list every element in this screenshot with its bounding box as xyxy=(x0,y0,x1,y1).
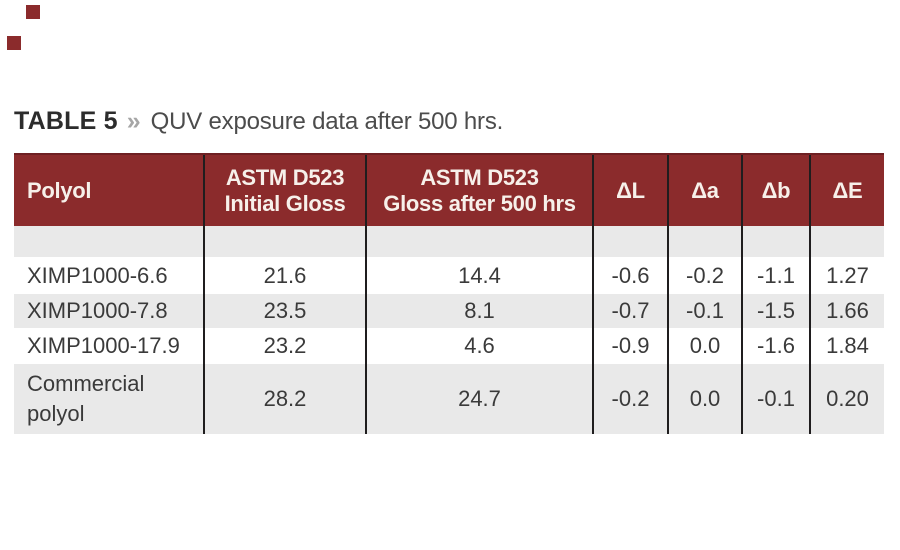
cell-delta-a: -0.2 xyxy=(667,257,742,294)
table-caption: TABLE 5 » QUV exposure data after 500 hr… xyxy=(14,107,503,136)
col-header-gloss-after-500: ASTM D523 Gloss after 500 hrs xyxy=(365,153,593,226)
table-row: XIMP1000-6.6 21.6 14.4 -0.6 -0.2 -1.1 1.… xyxy=(14,257,884,294)
cell-delta-a: 0.0 xyxy=(667,328,742,364)
col-header-delta-a: Δa xyxy=(667,153,742,226)
cell-polyol: XIMP1000-7.8 xyxy=(14,294,204,328)
cell-initial-gloss: 23.5 xyxy=(203,294,366,328)
double-chevron-icon: » xyxy=(126,107,141,135)
table-caption-text: QUV exposure data after 500 hrs. xyxy=(150,108,504,135)
quv-exposure-table: Polyol ASTM D523 Initial Gloss ASTM D523… xyxy=(14,153,884,434)
table-row: XIMP1000-17.9 23.2 4.6 -0.9 0.0 -1.6 1.8… xyxy=(14,328,884,364)
decor-square-top xyxy=(26,5,40,19)
cell-gloss-after-500: 14.4 xyxy=(365,257,593,294)
cell-polyol: Commercial polyol xyxy=(14,364,204,434)
cell-delta-l: -0.6 xyxy=(592,257,668,294)
cell-delta-b xyxy=(741,226,810,257)
col-header-polyol: Polyol xyxy=(14,153,204,226)
col-header-delta-b: Δb xyxy=(741,153,810,226)
col-header-delta-l: ΔL xyxy=(592,153,668,226)
header-row: Polyol ASTM D523 Initial Gloss ASTM D523… xyxy=(14,153,884,226)
cell-initial-gloss: 21.6 xyxy=(203,257,366,294)
cell-polyol xyxy=(14,226,204,257)
cell-polyol: XIMP1000-17.9 xyxy=(14,328,204,364)
table-row: XIMP1000-7.8 23.5 8.1 -0.7 -0.1 -1.5 1.6… xyxy=(14,294,884,328)
cell-delta-e: 1.66 xyxy=(809,294,884,328)
cell-initial-gloss xyxy=(203,226,366,257)
decor-square-bottom xyxy=(7,36,21,50)
cell-delta-e xyxy=(809,226,884,257)
table-row-spacer xyxy=(14,226,884,257)
cell-gloss-after-500 xyxy=(365,226,593,257)
cell-gloss-after-500: 24.7 xyxy=(365,364,593,434)
col-header-delta-e: ΔE xyxy=(809,153,884,226)
cell-delta-b: -1.5 xyxy=(741,294,810,328)
cell-polyol: XIMP1000-6.6 xyxy=(14,257,204,294)
cell-delta-l xyxy=(592,226,668,257)
cell-gloss-after-500: 4.6 xyxy=(365,328,593,364)
cell-polyol-text: Commercial polyol xyxy=(27,371,145,426)
table-row: Commercial polyol 28.2 24.7 -0.2 0.0 -0.… xyxy=(14,364,884,434)
cell-gloss-after-500: 8.1 xyxy=(365,294,593,328)
cell-delta-b: -1.1 xyxy=(741,257,810,294)
cell-initial-gloss: 23.2 xyxy=(203,328,366,364)
col-header-initial-gloss: ASTM D523 Initial Gloss xyxy=(203,153,366,226)
cell-delta-e: 1.27 xyxy=(809,257,884,294)
cell-delta-l: -0.9 xyxy=(592,328,668,364)
cell-delta-a: -0.1 xyxy=(667,294,742,328)
cell-delta-l: -0.7 xyxy=(592,294,668,328)
cell-delta-a: 0.0 xyxy=(667,364,742,434)
cell-delta-a xyxy=(667,226,742,257)
table-number-label: TABLE 5 xyxy=(14,107,118,135)
cell-delta-b: -1.6 xyxy=(741,328,810,364)
cell-initial-gloss: 28.2 xyxy=(203,364,366,434)
cell-delta-e: 1.84 xyxy=(809,328,884,364)
cell-delta-b: -0.1 xyxy=(741,364,810,434)
cell-delta-e: 0.20 xyxy=(809,364,884,434)
cell-delta-l: -0.2 xyxy=(592,364,668,434)
